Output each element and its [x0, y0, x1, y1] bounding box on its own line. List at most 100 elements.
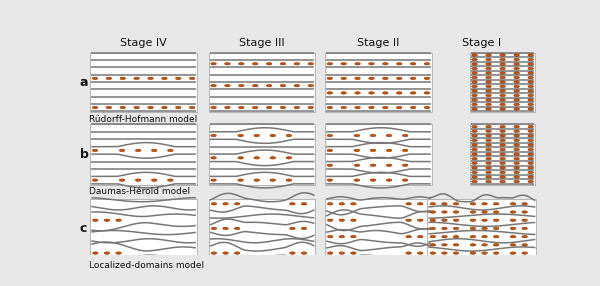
Ellipse shape	[148, 106, 154, 109]
Ellipse shape	[106, 77, 112, 80]
Ellipse shape	[500, 171, 505, 174]
Ellipse shape	[514, 158, 520, 160]
Ellipse shape	[528, 72, 533, 74]
Ellipse shape	[528, 144, 533, 146]
Ellipse shape	[486, 85, 491, 88]
Ellipse shape	[354, 164, 359, 166]
Ellipse shape	[339, 252, 344, 254]
Ellipse shape	[167, 149, 173, 152]
Ellipse shape	[119, 149, 125, 152]
Bar	[209, 124, 316, 184]
Ellipse shape	[510, 252, 516, 254]
Ellipse shape	[486, 81, 491, 83]
Ellipse shape	[211, 227, 217, 230]
Ellipse shape	[500, 135, 505, 137]
Ellipse shape	[266, 63, 272, 65]
Ellipse shape	[354, 179, 359, 181]
Ellipse shape	[486, 94, 491, 97]
Ellipse shape	[500, 130, 505, 132]
Ellipse shape	[528, 63, 533, 65]
Ellipse shape	[528, 94, 533, 97]
Ellipse shape	[418, 235, 423, 238]
Ellipse shape	[514, 63, 520, 65]
Ellipse shape	[528, 85, 533, 88]
Ellipse shape	[239, 84, 244, 87]
Ellipse shape	[161, 77, 167, 80]
Ellipse shape	[500, 108, 505, 110]
Ellipse shape	[254, 134, 260, 137]
Ellipse shape	[486, 158, 491, 160]
Ellipse shape	[470, 244, 476, 246]
Ellipse shape	[211, 134, 217, 137]
Ellipse shape	[528, 180, 533, 183]
Ellipse shape	[472, 162, 478, 164]
Ellipse shape	[430, 244, 436, 246]
Ellipse shape	[92, 77, 98, 80]
Ellipse shape	[453, 219, 459, 221]
Ellipse shape	[211, 106, 217, 109]
Ellipse shape	[253, 63, 258, 65]
Ellipse shape	[514, 85, 520, 88]
Ellipse shape	[528, 148, 533, 151]
Ellipse shape	[514, 135, 520, 137]
Ellipse shape	[327, 63, 332, 65]
Ellipse shape	[386, 164, 392, 166]
Ellipse shape	[386, 134, 392, 137]
Ellipse shape	[235, 202, 240, 205]
Ellipse shape	[290, 202, 295, 205]
Ellipse shape	[500, 54, 505, 56]
Ellipse shape	[430, 227, 436, 230]
Ellipse shape	[486, 139, 491, 142]
Ellipse shape	[486, 63, 491, 65]
Ellipse shape	[453, 211, 459, 213]
Ellipse shape	[211, 157, 217, 159]
Ellipse shape	[350, 235, 356, 238]
Ellipse shape	[403, 179, 408, 181]
Ellipse shape	[486, 67, 491, 70]
Bar	[427, 199, 536, 258]
Text: a: a	[80, 76, 88, 89]
Ellipse shape	[472, 72, 478, 74]
Ellipse shape	[528, 153, 533, 155]
Ellipse shape	[238, 157, 244, 159]
Ellipse shape	[424, 92, 430, 94]
Ellipse shape	[136, 179, 141, 181]
Ellipse shape	[235, 227, 240, 230]
Bar	[325, 124, 431, 184]
Ellipse shape	[528, 54, 533, 56]
Text: b: b	[80, 148, 89, 161]
Ellipse shape	[472, 108, 478, 110]
Text: Stage III: Stage III	[239, 38, 285, 48]
Ellipse shape	[253, 84, 258, 87]
Ellipse shape	[486, 58, 491, 61]
Ellipse shape	[151, 149, 157, 152]
Ellipse shape	[500, 148, 505, 151]
Ellipse shape	[238, 179, 244, 181]
Ellipse shape	[120, 106, 125, 109]
Ellipse shape	[500, 153, 505, 155]
Ellipse shape	[486, 54, 491, 56]
Bar	[209, 199, 316, 258]
Ellipse shape	[500, 126, 505, 128]
Ellipse shape	[500, 72, 505, 74]
Ellipse shape	[486, 99, 491, 101]
Ellipse shape	[472, 158, 478, 160]
Ellipse shape	[339, 235, 344, 238]
Ellipse shape	[354, 134, 359, 137]
Ellipse shape	[106, 106, 112, 109]
Ellipse shape	[453, 252, 459, 254]
Ellipse shape	[280, 84, 286, 87]
Ellipse shape	[482, 227, 487, 230]
Ellipse shape	[510, 211, 516, 213]
Ellipse shape	[368, 106, 374, 109]
Ellipse shape	[370, 149, 376, 152]
Ellipse shape	[528, 139, 533, 142]
Ellipse shape	[522, 235, 527, 238]
Ellipse shape	[482, 219, 487, 221]
Ellipse shape	[470, 211, 476, 213]
Ellipse shape	[370, 179, 376, 181]
Ellipse shape	[472, 180, 478, 183]
Ellipse shape	[294, 84, 299, 87]
Ellipse shape	[403, 134, 408, 137]
Bar	[325, 199, 431, 258]
